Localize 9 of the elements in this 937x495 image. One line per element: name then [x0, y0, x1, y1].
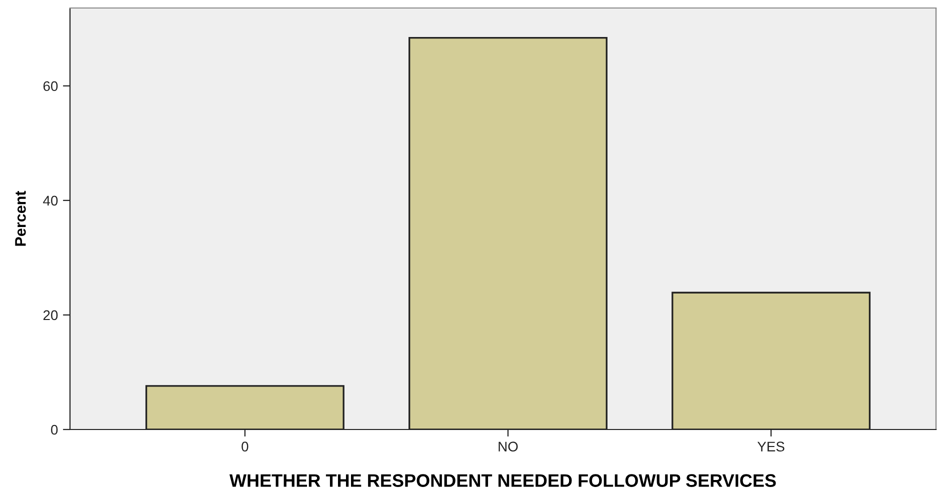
x-tick-label: NO — [498, 442, 518, 452]
x-axis-title: WHETHER THE RESPONDENT NEEDED FOLLOWUP SERVICES — [229, 474, 776, 487]
y-tick-label: 0 — [51, 424, 58, 435]
y-tick-label: 60 — [43, 81, 58, 92]
y-axis-title: Percent — [15, 190, 26, 246]
x-tick-label: 0 — [242, 442, 248, 452]
y-tick-label: 40 — [43, 196, 58, 206]
y-tick-label: 20 — [43, 310, 58, 320]
x-tick-label: YES — [757, 442, 784, 452]
